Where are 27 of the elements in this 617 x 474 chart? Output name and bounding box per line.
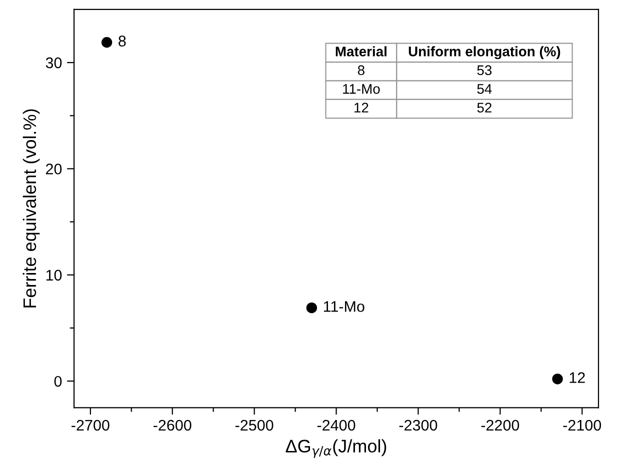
annotation: 53 <box>477 65 492 76</box>
point <box>101 37 112 48</box>
x-tick-label: -2200 <box>481 420 520 431</box>
annotation: 8 <box>118 36 126 46</box>
x-tick-label: -2300 <box>399 420 438 431</box>
x-axis-title: ΔG$_{γ/α}$(J/mol) <box>286 439 386 458</box>
x-tick-label: -2500 <box>235 420 274 431</box>
y-axis-title: Ferrite equivalent (vol.%) <box>22 109 40 308</box>
annotation: 8 <box>358 65 364 76</box>
y-tick-label: 20 <box>46 164 62 174</box>
annotation: 12 <box>354 102 368 112</box>
annotation: 11-Mo <box>324 301 364 312</box>
annotation: 11-Mo <box>343 84 380 94</box>
x-tick-label: -2600 <box>154 420 192 431</box>
annotation: 12 <box>570 372 585 383</box>
annotation: Uniform elongation (%) <box>408 46 560 60</box>
x-tick-label: -2700 <box>72 420 110 431</box>
annotation: Material <box>336 46 386 56</box>
annotation: 54 <box>477 84 492 94</box>
y-tick-label: 0 <box>54 376 62 387</box>
point <box>552 374 563 384</box>
annotation: 52 <box>477 102 492 113</box>
x-tick-label: -2100 <box>563 420 602 431</box>
y-tick-label: 10 <box>46 270 62 281</box>
x-tick-label: -2400 <box>317 420 356 431</box>
y-tick-label: 30 <box>46 57 62 68</box>
point <box>306 302 318 314</box>
